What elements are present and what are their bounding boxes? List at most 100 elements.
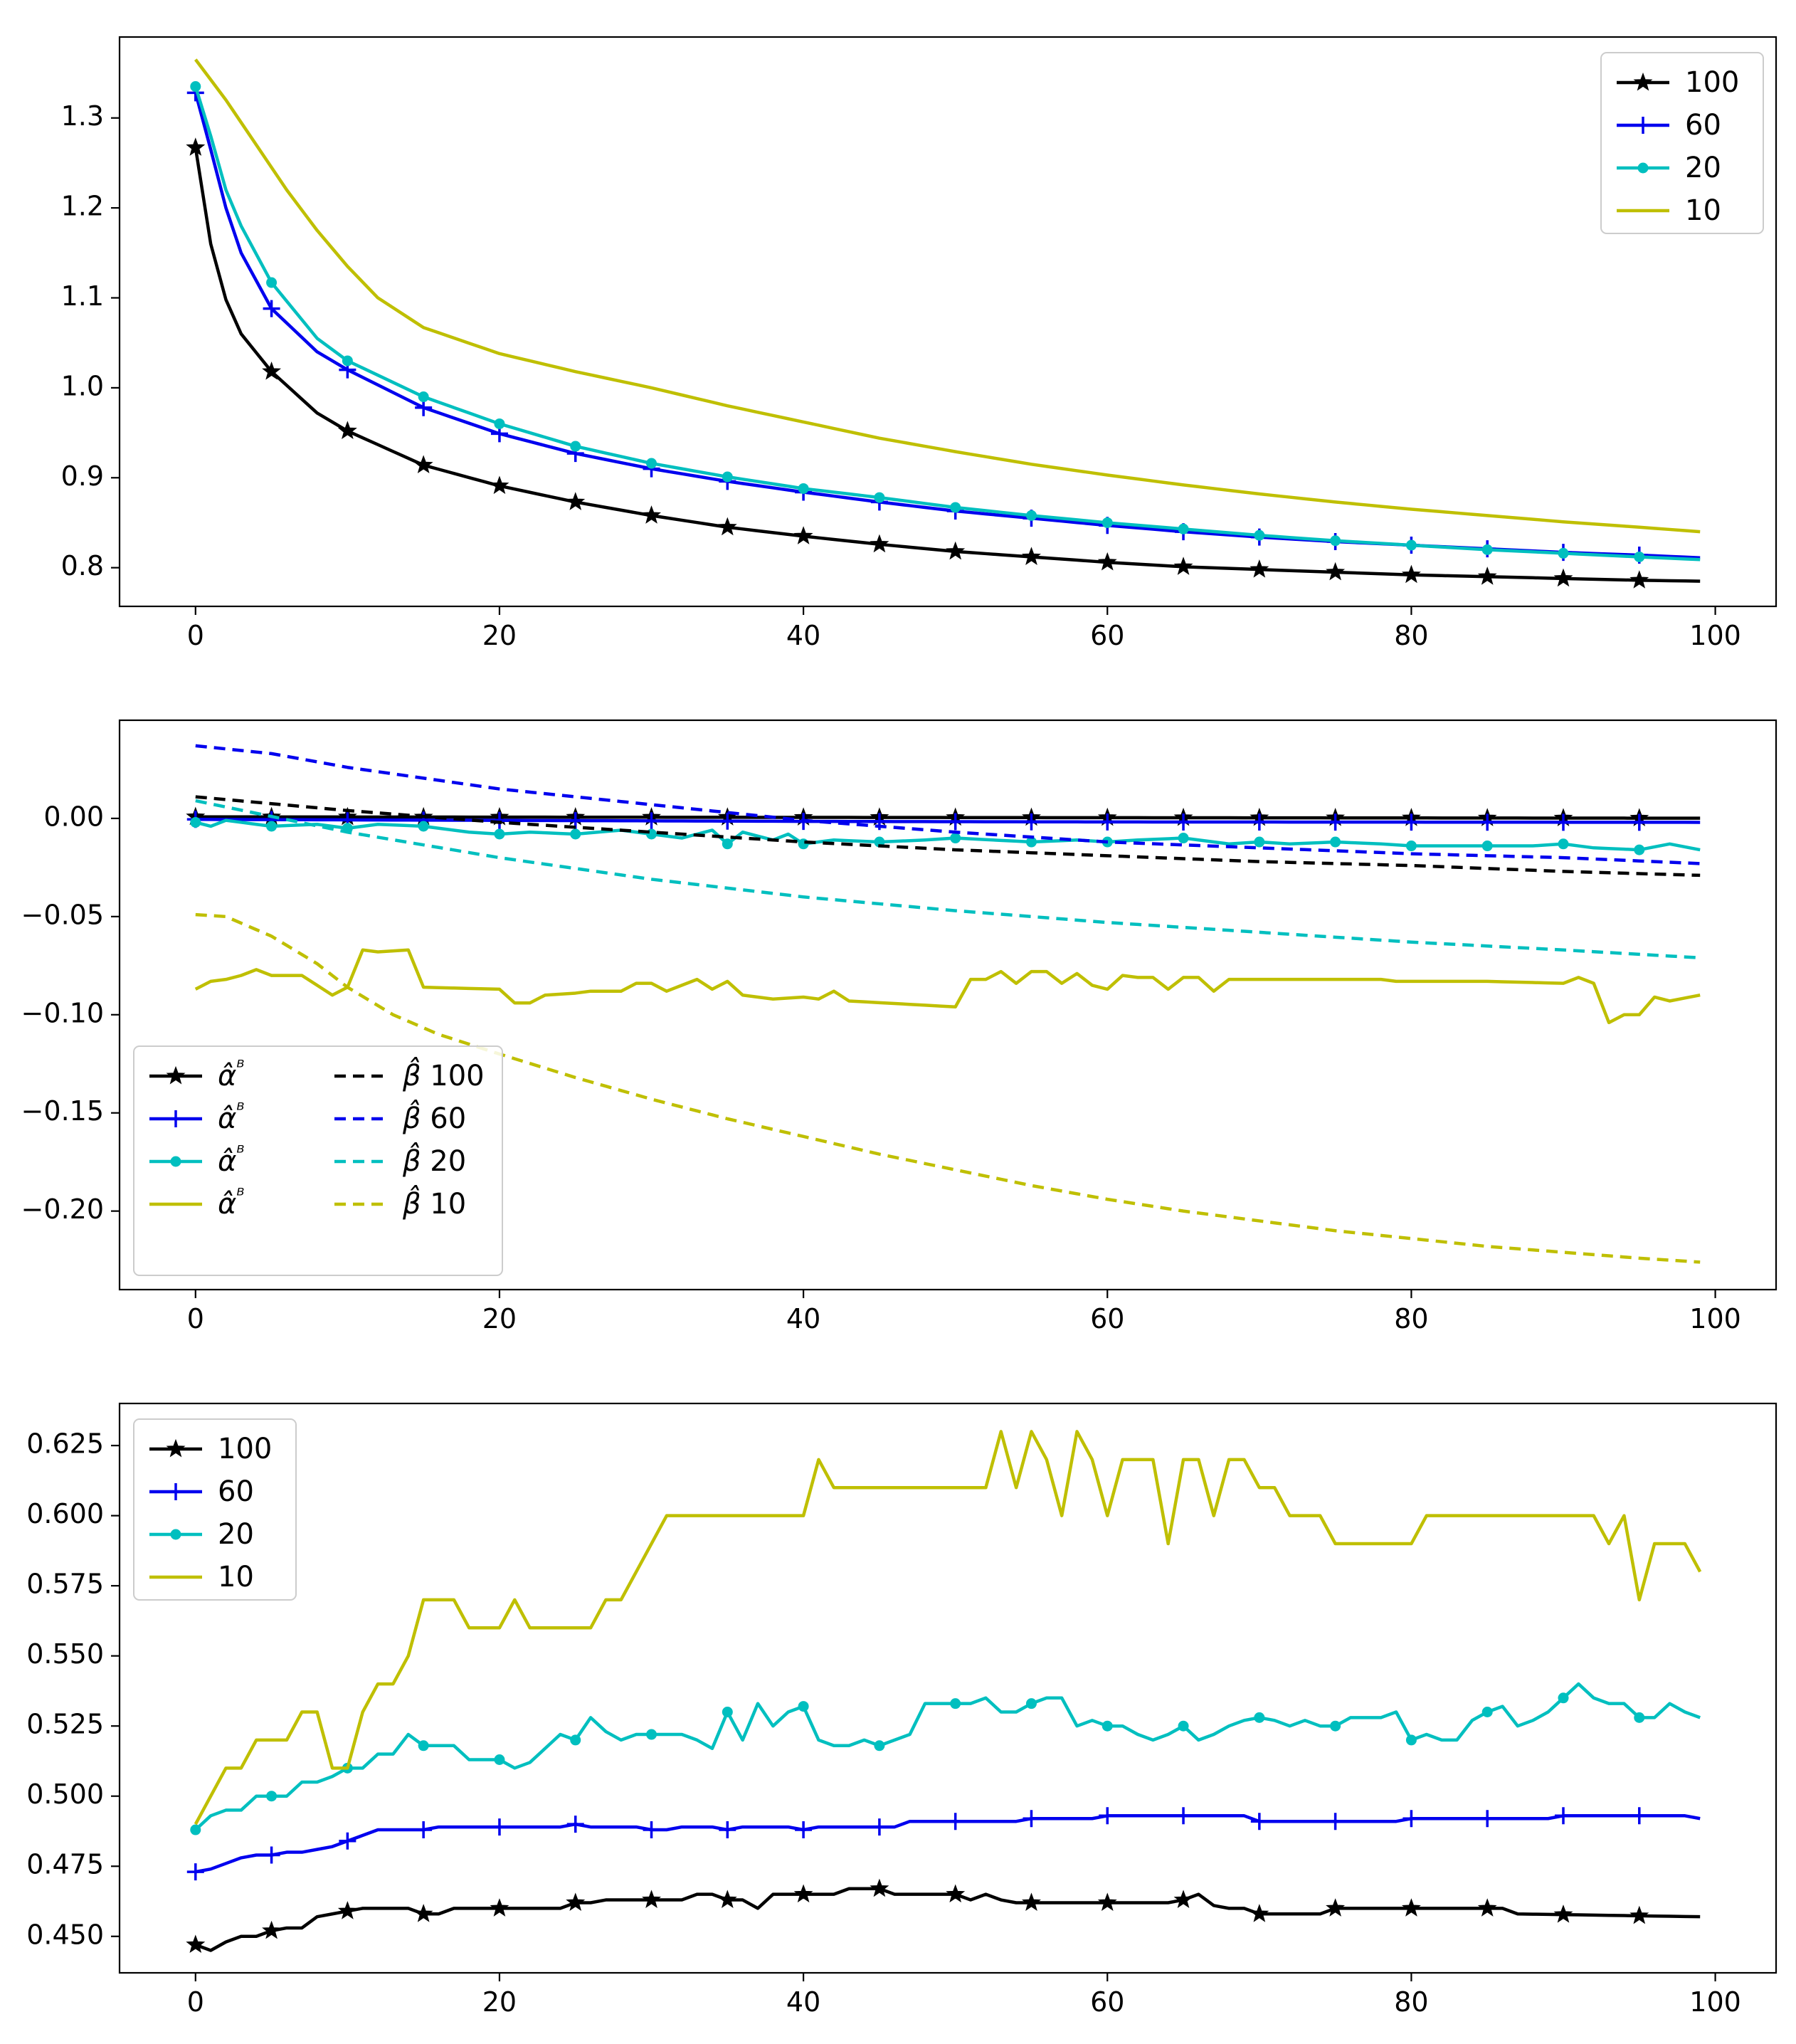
legend-label-7: β̂ 10	[402, 1185, 466, 1221]
plot-area	[186, 1430, 1702, 1954]
data-point-2	[570, 1734, 581, 1746]
x-tick-label: 20	[482, 620, 517, 651]
data-point-0	[1022, 1892, 1041, 1911]
legend-label-4: β̂ 100	[402, 1057, 485, 1092]
data-point-2	[950, 833, 961, 844]
y-tick-label: 0.450	[26, 1919, 104, 1950]
y-tick-label: 0.9	[61, 460, 104, 492]
data-point-1	[415, 1821, 433, 1839]
legend-label-0: 100	[1685, 66, 1739, 99]
data-point-2	[266, 821, 278, 832]
data-point-2	[266, 277, 278, 288]
data-point-2	[1330, 836, 1341, 848]
series-line-4	[195, 795, 1701, 878]
legend-marker-1	[167, 1110, 184, 1127]
legend-label-1: 60	[218, 1475, 254, 1508]
data-point-0	[1477, 567, 1497, 585]
legend-label-alpha: α̂	[218, 1060, 236, 1092]
x-tick-label: 80	[1394, 1986, 1428, 2018]
series-line-3	[194, 58, 1701, 534]
data-point-1	[490, 1818, 508, 1836]
legend-label-superscript: ᴮ	[236, 1100, 244, 1121]
legend-label-0: 100	[218, 1433, 272, 1465]
plot-area	[186, 58, 1701, 589]
legend-marker-2	[170, 1529, 181, 1540]
data-point-2	[1254, 530, 1265, 541]
data-point-2	[418, 1740, 429, 1751]
data-point-1	[1479, 813, 1496, 831]
data-point-2	[1330, 535, 1341, 547]
data-point-1	[1023, 813, 1040, 831]
data-point-2	[1634, 551, 1645, 562]
legend-marker-1	[167, 1483, 184, 1500]
data-point-0	[1553, 568, 1573, 587]
data-point-2	[1405, 841, 1417, 852]
data-point-0	[1097, 1892, 1117, 1911]
data-point-2	[1025, 510, 1037, 521]
data-point-2	[722, 1706, 733, 1717]
data-point-0	[793, 526, 813, 544]
data-point-0	[870, 1878, 889, 1897]
legend-marker-0	[166, 1438, 186, 1458]
y-tick-label: −0.20	[21, 1194, 104, 1225]
data-point-2	[1254, 836, 1265, 848]
y-tick-label: −0.05	[21, 899, 104, 930]
data-point-1	[1403, 1810, 1420, 1828]
x-tick-label: 80	[1394, 1303, 1428, 1334]
data-point-1	[1326, 1813, 1344, 1830]
legend-label-superscript: ᴮ	[236, 1185, 244, 1206]
data-point-2	[1558, 547, 1569, 559]
data-point-2	[418, 821, 429, 832]
legend-label-superscript: ᴮ	[236, 1057, 244, 1078]
x-tick-label: 40	[786, 620, 820, 651]
data-point-2	[1178, 833, 1189, 844]
data-point-1	[870, 1818, 888, 1836]
series-line-0	[195, 1887, 1701, 1952]
data-point-1	[1630, 813, 1648, 831]
data-point-1	[643, 812, 660, 830]
legend-label-beta: β̂	[402, 1142, 421, 1178]
data-point-1	[1250, 1813, 1268, 1830]
legend-marker-2	[170, 1156, 181, 1167]
data-point-1	[566, 1816, 584, 1833]
data-point-0	[1173, 557, 1193, 575]
legend-box	[133, 1045, 503, 1276]
y-tick-label: 1.3	[61, 100, 104, 132]
data-point-0	[946, 541, 966, 560]
legend-label-number: 100	[421, 1060, 485, 1092]
data-point-0	[262, 1920, 282, 1939]
x-tick-label: 60	[1090, 1986, 1124, 2018]
data-point-2	[1178, 1720, 1189, 1732]
data-point-2	[950, 502, 961, 513]
data-point-0	[946, 1884, 966, 1903]
data-point-2	[494, 418, 505, 429]
y-tick-label: 1.1	[61, 280, 104, 312]
data-point-0	[413, 1904, 433, 1922]
chart-panel-convergence: 0 20 40 60 80 100 0.8 0.9 1.0 1.1 1.2 1.3 100 60 20 10	[61, 36, 1777, 651]
data-point-1	[1250, 813, 1268, 831]
data-point-0	[793, 1884, 813, 1903]
data-point-2	[342, 355, 353, 367]
legend-label-number: 60	[421, 1102, 467, 1135]
data-point-0	[870, 534, 889, 553]
legend-label-1: 60	[1685, 109, 1721, 142]
y-tick-label: 0.500	[26, 1779, 104, 1810]
y-tick-label: −0.15	[21, 1095, 104, 1127]
data-point-2	[798, 1701, 809, 1712]
data-point-2	[1025, 1698, 1037, 1710]
legend-marker-1	[1634, 117, 1652, 134]
x-tick-label: 100	[1689, 1303, 1741, 1334]
data-point-2	[1025, 836, 1037, 848]
x-tick-label: 20	[482, 1986, 517, 2018]
series-line-7	[195, 912, 1701, 1264]
legend-label-0: α̂ᴮ	[218, 1057, 245, 1093]
data-point-0	[262, 361, 282, 380]
data-point-2	[798, 483, 809, 494]
data-point-1	[719, 1821, 736, 1839]
data-point-2	[1634, 1712, 1645, 1723]
legend-label-beta: β̂	[402, 1185, 421, 1221]
data-point-1	[946, 1813, 964, 1830]
data-point-2	[1405, 1734, 1417, 1746]
data-point-0	[1553, 1905, 1573, 1923]
